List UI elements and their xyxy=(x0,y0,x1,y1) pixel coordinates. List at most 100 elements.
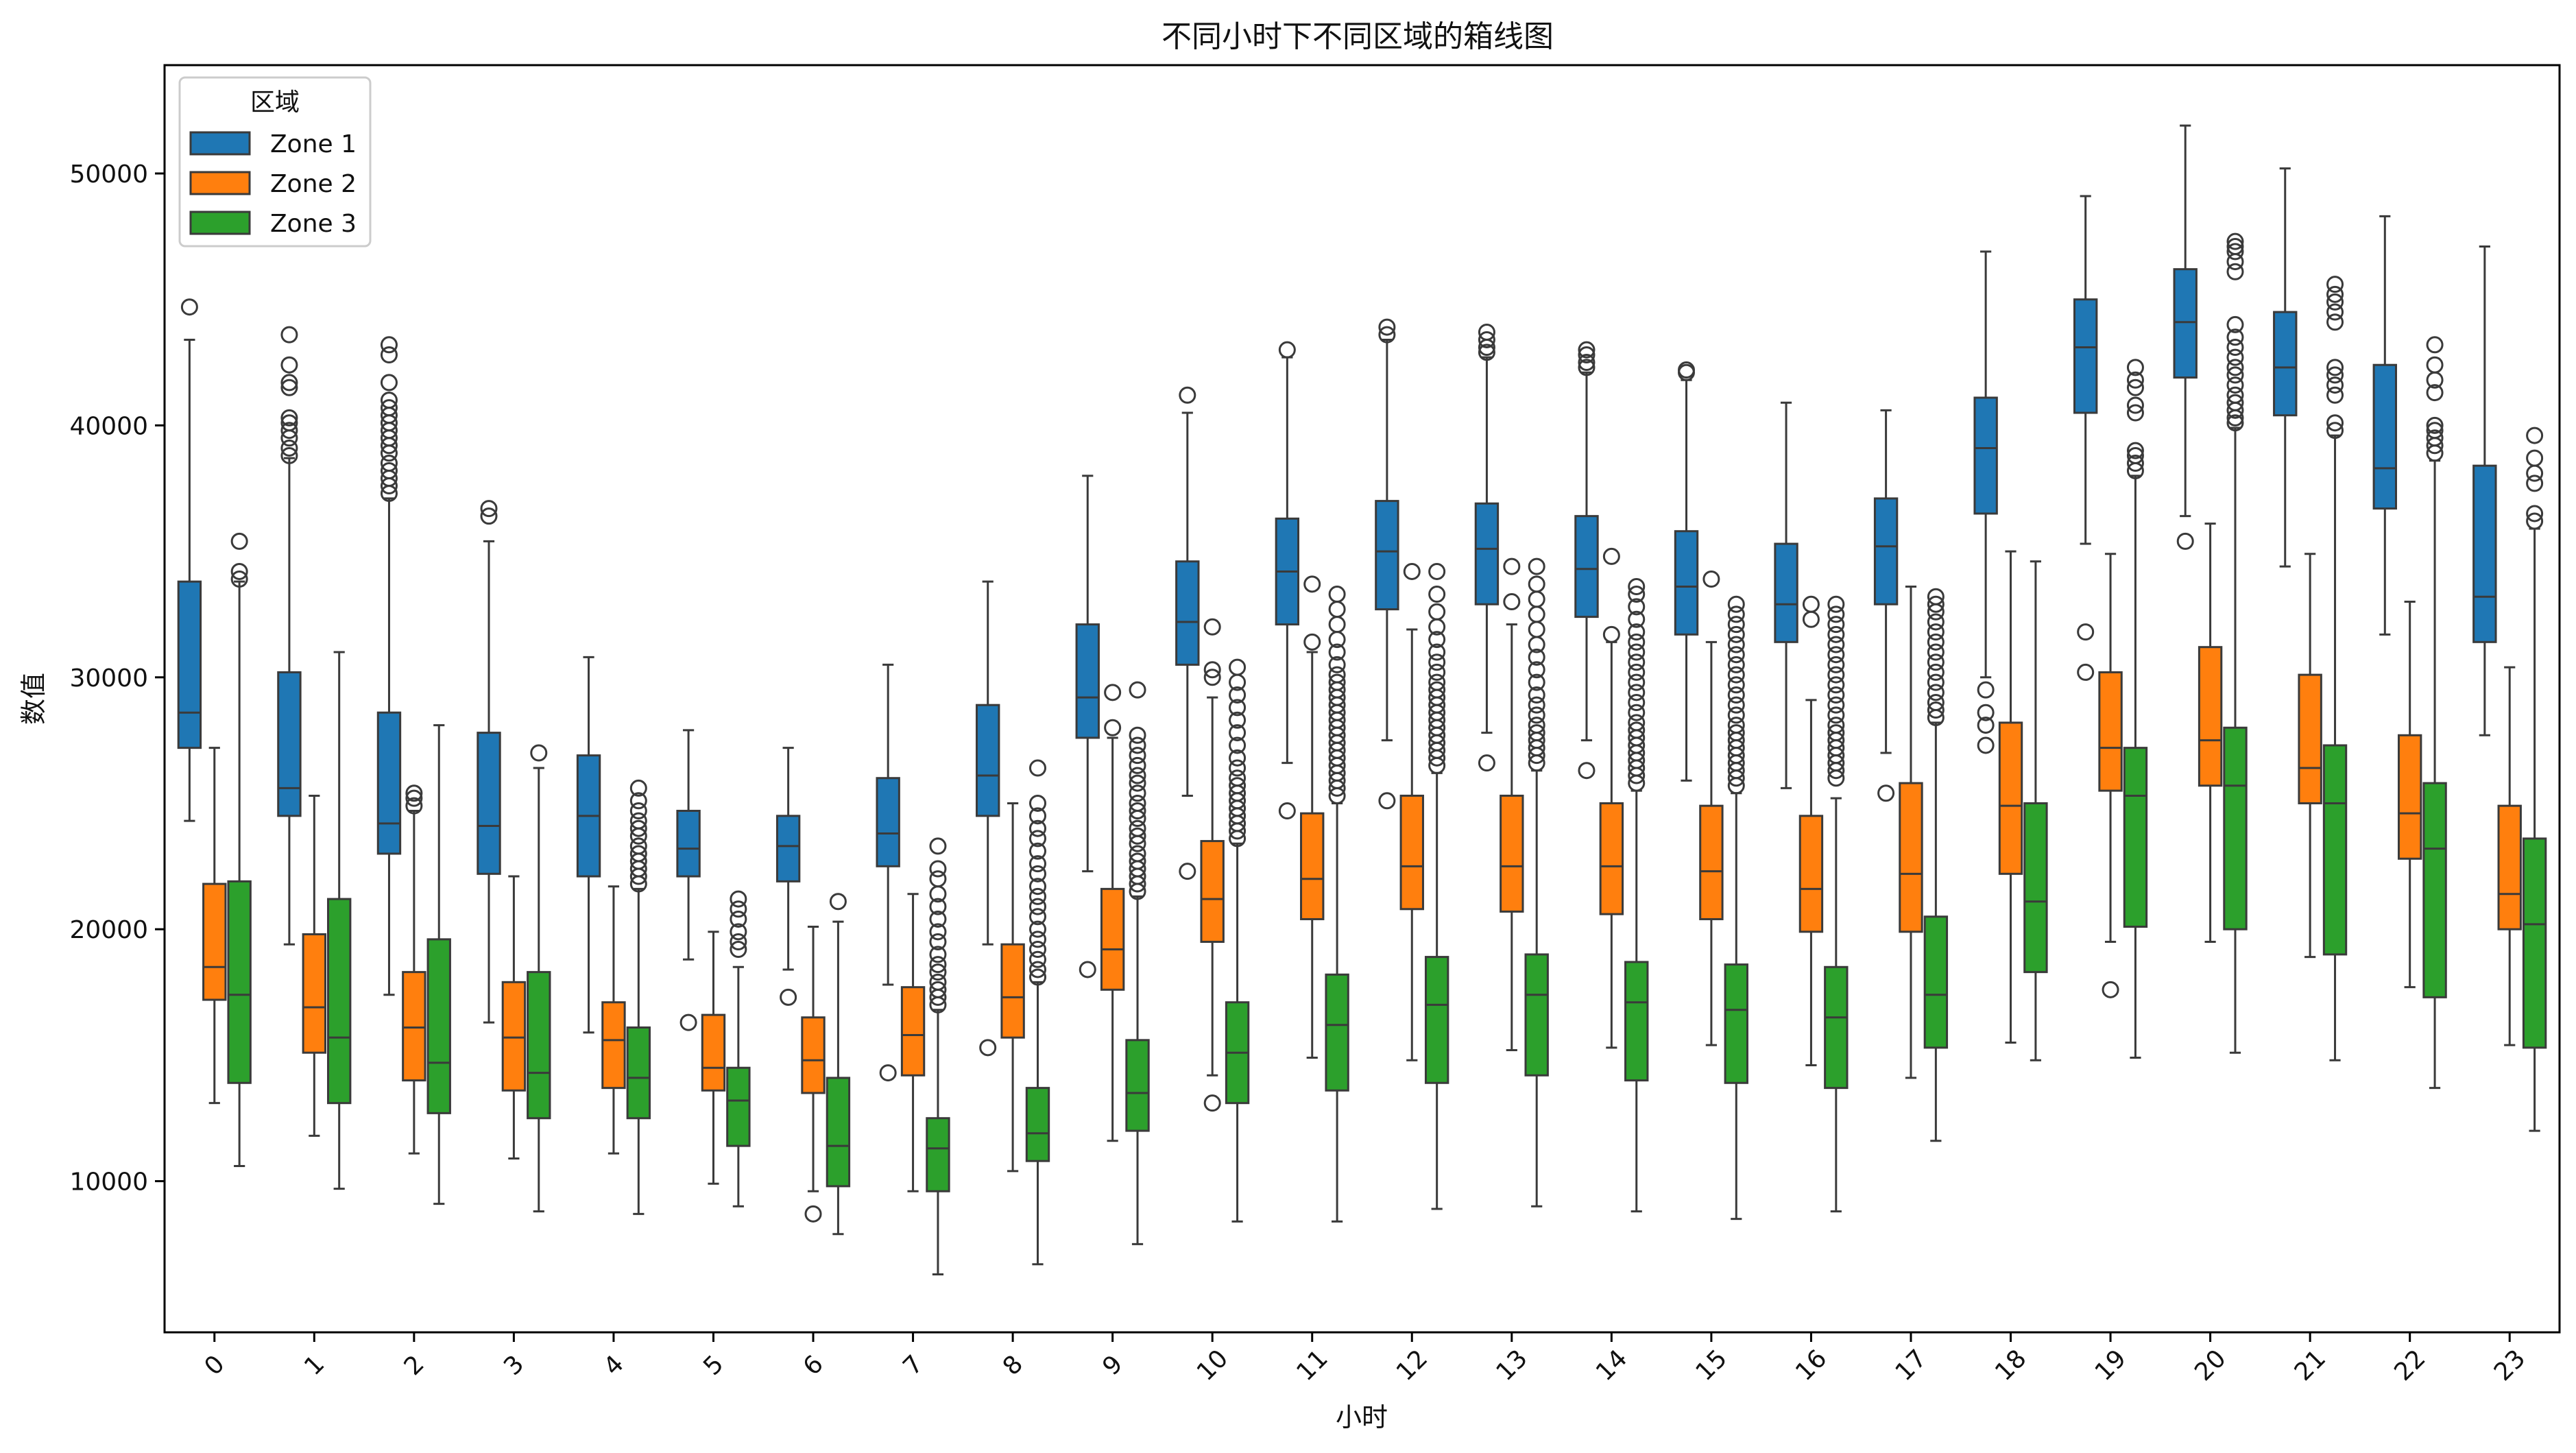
box-zone-3-hour-16 xyxy=(1824,595,1849,1213)
box-iqr xyxy=(2023,802,2048,974)
outlier-point xyxy=(1478,323,1495,341)
outlier-point xyxy=(1927,633,1945,651)
outlier-point xyxy=(2526,464,2544,482)
box-iqr xyxy=(402,971,426,1082)
outlier-point xyxy=(1628,653,1646,671)
outlier-point xyxy=(1528,661,1545,679)
outlier-point xyxy=(1628,598,1646,616)
outlier-point xyxy=(2226,263,2244,280)
outlier-point xyxy=(1827,656,1845,673)
outlier-point xyxy=(2077,663,2095,681)
outlier-point xyxy=(2326,285,2344,303)
outlier-point xyxy=(1528,575,1545,593)
box-iqr xyxy=(1375,500,1399,611)
outlier-point xyxy=(2126,379,2144,396)
box-zone-2-hour-4 xyxy=(601,885,626,1155)
box-iqr xyxy=(626,1026,651,1120)
outlier-point xyxy=(405,789,423,807)
outlier-point xyxy=(2077,623,2095,641)
legend-label: Zone 2 xyxy=(270,170,357,198)
outlier-point xyxy=(380,336,398,354)
outlier-point xyxy=(1129,784,1146,802)
box-iqr xyxy=(2123,747,2148,928)
outlier-point xyxy=(1628,684,1646,701)
box-iqr xyxy=(1923,915,1949,1049)
box-iqr xyxy=(1973,396,1998,515)
outlier-point xyxy=(1927,595,1945,613)
outlier-point xyxy=(2326,414,2344,432)
outlier-point xyxy=(280,422,298,440)
outlier-point xyxy=(1203,669,1221,686)
box-zone-1-hour-14 xyxy=(1574,341,1599,780)
outlier-point xyxy=(2226,338,2244,356)
outlier-point xyxy=(1977,736,1995,754)
box-zone-2-hour-7 xyxy=(900,893,926,1192)
box-zone-2-hour-9 xyxy=(1100,684,1125,1142)
outlier-point xyxy=(280,446,298,464)
box-iqr xyxy=(1798,815,1824,933)
outlier-point xyxy=(1179,386,1196,404)
outlier-point xyxy=(1129,845,1146,863)
outlier-point xyxy=(380,454,398,472)
legend-swatch xyxy=(189,131,251,156)
box-zone-3-hour-15 xyxy=(1724,595,1748,1221)
outlier-point xyxy=(280,439,298,457)
box-iqr xyxy=(826,1077,851,1188)
outlier-point xyxy=(1602,547,1620,565)
outlier-point xyxy=(629,845,647,863)
outlier-point xyxy=(1727,656,1745,673)
outlier-point xyxy=(2526,505,2544,523)
outlier-point xyxy=(1129,852,1146,870)
outlier-point xyxy=(929,933,947,951)
box-zone-2-hour-10 xyxy=(1200,618,1225,1112)
outlier-point xyxy=(1927,684,1945,701)
box-iqr xyxy=(2198,646,2223,787)
outlier-point xyxy=(1028,930,1046,948)
outlier-point xyxy=(1578,762,1596,780)
outlier-point xyxy=(1028,941,1046,959)
box-iqr xyxy=(1699,804,1724,920)
outlier-point xyxy=(405,784,423,802)
box-iqr xyxy=(1025,1087,1050,1162)
outlier-point xyxy=(1727,686,1745,704)
box-zone-3-hour-11 xyxy=(1325,586,1349,1223)
outlier-point xyxy=(1428,631,1446,649)
outlier-point xyxy=(405,797,423,815)
legend-title: 区域 xyxy=(250,88,300,117)
outlier-point xyxy=(1827,676,1845,694)
outlier-point xyxy=(1578,346,1596,364)
y-axis-label: 数值 xyxy=(19,673,49,725)
outlier-point xyxy=(1528,706,1545,724)
box-zone-3-hour-21 xyxy=(2322,276,2348,1061)
x-tick-label: 21 xyxy=(2289,1345,2331,1386)
outlier-point xyxy=(1827,636,1845,653)
outlier-point xyxy=(2226,232,2244,250)
box-iqr xyxy=(2422,782,2447,998)
outlier-point xyxy=(480,507,498,525)
outlier-point xyxy=(2426,336,2444,354)
outlier-point xyxy=(1727,646,1745,664)
outlier-point xyxy=(1727,666,1745,684)
outlier-point xyxy=(1028,807,1046,825)
box-zone-1-hour-4 xyxy=(576,656,601,1034)
outlier-point xyxy=(380,374,398,392)
outlier-point xyxy=(679,1013,697,1031)
outlier-point xyxy=(1129,747,1146,765)
box-zone-2-hour-1 xyxy=(302,794,327,1137)
outlier-point xyxy=(1328,643,1346,661)
outlier-point xyxy=(730,933,747,951)
outlier-point xyxy=(1628,721,1646,739)
box-zone-1-hour-13 xyxy=(1474,323,1500,772)
outlier-point xyxy=(629,819,647,837)
outlier-point xyxy=(1528,648,1545,666)
outlier-point xyxy=(2326,303,2344,321)
outlier-point xyxy=(280,409,298,427)
outlier-point xyxy=(1628,633,1646,651)
y-tick-label: 50000 xyxy=(69,160,148,189)
legend-label: Zone 3 xyxy=(270,210,357,238)
box-zone-1-hour-7 xyxy=(876,663,900,1082)
box-zone-2-hour-8 xyxy=(1000,802,1025,1173)
outlier-point xyxy=(1028,887,1046,905)
outlier-point xyxy=(1628,714,1646,732)
outlier-point xyxy=(1827,666,1845,684)
